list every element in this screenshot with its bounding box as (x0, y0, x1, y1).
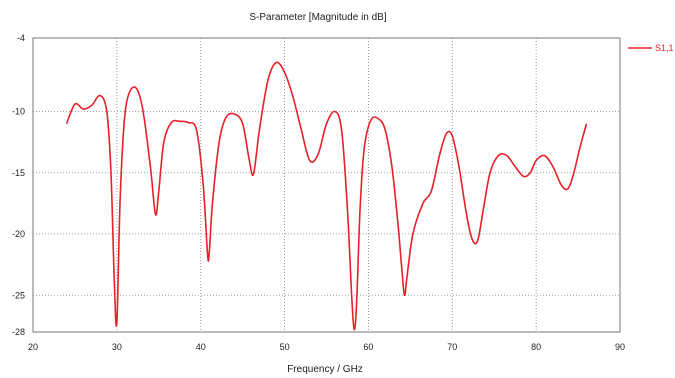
y-tick-label: -28 (12, 327, 25, 337)
x-tick-label: 80 (531, 342, 541, 352)
plot-frame (32, 37, 621, 333)
x-tick-label: 50 (280, 342, 290, 352)
x-tick-label: 70 (447, 342, 457, 352)
y-tick-label: -15 (12, 168, 25, 178)
legend: S1,1 (628, 43, 674, 53)
y-tick-label: -20 (12, 229, 25, 239)
y-tick-label: -25 (12, 290, 25, 300)
x-tick-label: 60 (363, 342, 373, 352)
grid (33, 38, 620, 332)
x-tick-label: 30 (112, 342, 122, 352)
y-tick-label: -10 (12, 107, 25, 117)
chart-title: S-Parameter [Magnitude in dB] (249, 12, 387, 23)
x-axis-title: Frequency / GHz (287, 364, 363, 375)
x-tick-label: 40 (196, 342, 206, 352)
y-tick-label: -4 (17, 33, 25, 43)
x-tick-label: 90 (615, 342, 625, 352)
series-layer (65, 61, 588, 331)
legend-label: S1,1 (655, 43, 674, 53)
series-line-s11 (65, 61, 588, 331)
x-tick-label: 20 (28, 342, 38, 352)
y-tick-labels: -4 -10 -15 -20 -25 -28 (12, 33, 25, 337)
x-tick-labels: 20 30 40 50 60 70 80 90 (28, 342, 625, 352)
